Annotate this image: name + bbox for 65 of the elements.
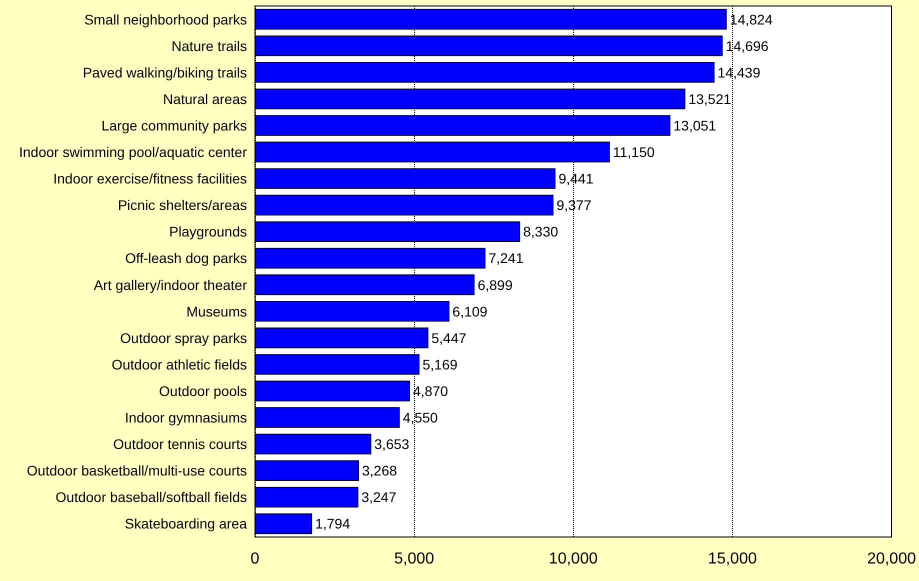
bar: [255, 354, 420, 375]
x-tick-label: 10,000: [548, 550, 598, 568]
y-tick-label: Outdoor baseball/softball fields: [56, 489, 247, 506]
data-label: 3,653: [374, 436, 410, 452]
bar: [255, 328, 428, 348]
data-label: 6,899: [478, 276, 513, 293]
bar: [255, 88, 686, 110]
x-tick-label: 15,000: [708, 550, 757, 568]
bar: [255, 380, 410, 402]
y-tick-label: Indoor swimming pool/aquatic center: [18, 144, 248, 160]
bar: [255, 168, 556, 189]
y-tick-label: Paved walking/biking trails: [82, 64, 247, 80]
data-label: 4,870: [412, 382, 448, 399]
bar: [255, 486, 358, 508]
y-tick-label: Indoor gymnasiums: [124, 410, 247, 426]
data-label: 5,447: [431, 330, 467, 346]
y-tick-label: Picnic shelters/areas: [118, 197, 247, 214]
y-tick-label: Outdoor tennis courts: [113, 436, 247, 452]
data-label: 7,241: [488, 250, 524, 266]
y-tick-label: Playgrounds: [169, 224, 247, 240]
data-label: 14,824: [730, 11, 773, 28]
y-tick-label: Outdoor spray parks: [120, 330, 247, 346]
bar: [255, 248, 486, 269]
data-label: 9,377: [556, 197, 592, 214]
y-tick-label: Museums: [186, 303, 247, 320]
y-tick-label: Large community parks: [101, 117, 247, 134]
x-tick-label: 5,000: [394, 550, 434, 568]
bar: [255, 35, 723, 56]
y-tick-label: Off-leash dog parks: [125, 250, 247, 266]
y-tick-label: Indoor exercise/fitness facilities: [53, 170, 247, 187]
data-label: 8,330: [523, 224, 558, 240]
bar: [255, 274, 475, 296]
bar: [255, 407, 400, 428]
y-tick-label: Outdoor basketball/multi-use courts: [26, 462, 247, 479]
bar: [255, 434, 372, 454]
y-tick-label: Natural areas: [162, 90, 247, 107]
data-label: 14,439: [718, 64, 761, 80]
data-label: 14,696: [726, 38, 769, 54]
x-tick-label: 20,000: [867, 550, 916, 568]
y-tick-label: Small neighborhood parks: [84, 11, 247, 28]
data-label: 13,521: [688, 90, 732, 107]
bar: [255, 8, 727, 30]
data-label: 9,441: [558, 170, 594, 187]
bar: [255, 142, 610, 162]
bar: [255, 300, 450, 322]
data-label: 13,051: [673, 117, 716, 134]
data-label: 3,268: [362, 462, 398, 479]
data-label: 11,150: [612, 144, 655, 160]
bar: [255, 62, 715, 83]
y-tick-label: Outdoor pools: [159, 382, 247, 399]
data-label: 3,247: [361, 489, 397, 506]
data-label: 6,109: [452, 303, 488, 320]
bar: [255, 221, 520, 242]
x-tick-label: 0: [250, 550, 260, 568]
bar: [255, 513, 312, 534]
bar: [255, 194, 554, 216]
y-tick-label: Nature trails: [172, 38, 247, 54]
y-tick-label: Art gallery/indoor theater: [94, 276, 248, 293]
data-label: 1,794: [315, 516, 350, 532]
y-tick-label: Skateboarding area: [124, 516, 248, 532]
bar: [255, 115, 670, 136]
bar: [255, 460, 360, 481]
data-label: 5,169: [422, 356, 458, 372]
y-tick-label: Outdoor athletic fields: [112, 356, 247, 372]
data-label: 4,550: [402, 410, 438, 426]
